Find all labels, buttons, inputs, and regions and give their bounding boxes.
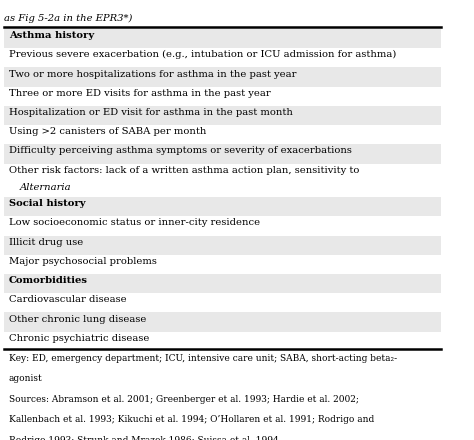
Text: Rodrigo 1993; Strunk and Mrazek 1986; Suissa et al. 1994: Rodrigo 1993; Strunk and Mrazek 1986; Su… [9, 436, 279, 440]
Text: Major psychosocial problems: Major psychosocial problems [9, 257, 157, 266]
Text: Sources: Abramson et al. 2001; Greenberger et al. 1993; Hardie et al. 2002;: Sources: Abramson et al. 2001; Greenberg… [9, 395, 359, 403]
Text: Key: ED, emergency department; ICU, intensive care unit; SABA, short-acting beta: Key: ED, emergency department; ICU, inte… [9, 354, 397, 363]
Text: Alternaria: Alternaria [20, 183, 72, 192]
Text: Low socioeconomic status or inner-city residence: Low socioeconomic status or inner-city r… [9, 218, 260, 227]
Text: Cardiovascular disease: Cardiovascular disease [9, 295, 127, 304]
Bar [4, 274, 441, 293]
Bar [4, 312, 441, 332]
Bar [4, 106, 441, 125]
Text: as Fig 5-2a in the EPR3*): as Fig 5-2a in the EPR3*) [4, 15, 133, 23]
Text: agonist: agonist [9, 374, 43, 383]
Text: Using >2 canisters of SABA per month: Using >2 canisters of SABA per month [9, 127, 206, 136]
Text: Chronic psychiatric disease: Chronic psychiatric disease [9, 334, 149, 343]
Text: Two or more hospitalizations for asthma in the past year: Two or more hospitalizations for asthma … [9, 70, 296, 78]
Bar [4, 235, 441, 255]
Text: Asthma history: Asthma history [9, 31, 94, 40]
Text: Previous severe exacerbation (e.g., intubation or ICU admission for asthma): Previous severe exacerbation (e.g., intu… [9, 50, 396, 59]
Text: Comorbidities: Comorbidities [9, 276, 88, 285]
Text: Three or more ED visits for asthma in the past year: Three or more ED visits for asthma in th… [9, 89, 271, 98]
Bar [4, 67, 441, 87]
Text: Social history: Social history [9, 199, 85, 208]
Text: Illicit drug use: Illicit drug use [9, 238, 83, 246]
Text: Kallenbach et al. 1993; Kikuchi et al. 1994; O’Hollaren et al. 1991; Rodrigo and: Kallenbach et al. 1993; Kikuchi et al. 1… [9, 415, 374, 424]
Text: Difficulty perceiving asthma symptoms or severity of exacerbations: Difficulty perceiving asthma symptoms or… [9, 147, 352, 155]
Text: Other chronic lung disease: Other chronic lung disease [9, 315, 146, 323]
Text: Hospitalization or ED visit for asthma in the past month: Hospitalization or ED visit for asthma i… [9, 108, 293, 117]
Bar [4, 29, 441, 48]
Text: Other risk factors: lack of a written asthma action plan, sensitivity to: Other risk factors: lack of a written as… [9, 165, 359, 175]
Bar [4, 197, 441, 216]
Bar [4, 144, 441, 164]
